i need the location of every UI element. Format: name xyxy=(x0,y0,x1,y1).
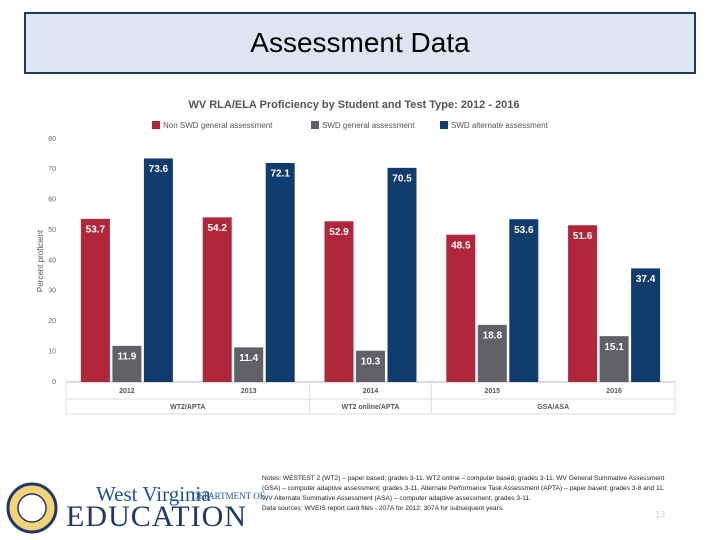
legend-label: SWD general assessment xyxy=(322,121,415,130)
bar xyxy=(80,218,110,382)
legend-swatch xyxy=(152,121,160,129)
bar xyxy=(599,336,629,382)
note-line: Notes: WESTEST 2 (WT2) – paper based; gr… xyxy=(262,475,665,502)
bar xyxy=(324,221,354,382)
y-tick-label: 80 xyxy=(48,136,56,143)
bar xyxy=(356,350,385,382)
y-tick-label: 60 xyxy=(48,197,56,204)
data-label: 54.2 xyxy=(207,223,227,234)
bar xyxy=(568,225,598,382)
y-tick-label: 30 xyxy=(48,288,56,295)
legend-label: SWD alternate assessment xyxy=(451,121,549,130)
y-tick-label: 0 xyxy=(52,379,56,386)
data-label: 11.9 xyxy=(117,351,136,362)
data-label: 72.1 xyxy=(270,169,290,180)
bar xyxy=(202,217,232,382)
y-tick-label: 70 xyxy=(48,166,56,173)
bar xyxy=(112,345,142,382)
bar xyxy=(509,219,539,382)
y-tick-label: 20 xyxy=(48,318,56,325)
data-label: 52.9 xyxy=(329,227,349,238)
y-tick-label: 10 xyxy=(48,348,56,355)
y-axis-label: Percent proficient xyxy=(36,229,45,292)
legend-swatch xyxy=(311,121,319,129)
data-label: 73.6 xyxy=(149,164,169,175)
logo-education: EDUCATION xyxy=(66,500,246,533)
data-label: 11.4 xyxy=(239,353,258,364)
x-tick-label: 2012 xyxy=(119,388,135,395)
x-tick-label: 2016 xyxy=(606,388,622,395)
legend-swatch xyxy=(440,121,448,129)
y-tick-label: 50 xyxy=(48,227,56,234)
data-label: 51.6 xyxy=(573,231,593,242)
data-label: 18.8 xyxy=(483,331,503,342)
data-label: 53.6 xyxy=(514,225,534,236)
bar xyxy=(265,162,295,382)
bar xyxy=(446,234,476,382)
data-label: 48.5 xyxy=(451,240,471,251)
bar xyxy=(387,167,417,382)
x-tick-label: 2013 xyxy=(241,388,257,395)
legend-label: Non SWD general assessment xyxy=(163,121,273,130)
chart-title: WV RLA/ELA Proficiency by Student and Te… xyxy=(188,99,519,111)
y-tick-label: 40 xyxy=(48,257,56,264)
note-line: Data sources: WVEIS report card files - … xyxy=(262,505,504,512)
group-label: GSA/ASA xyxy=(537,404,569,411)
x-tick-label: 2015 xyxy=(485,388,501,395)
data-label: 37.4 xyxy=(636,274,656,285)
data-label: 53.7 xyxy=(86,225,106,236)
data-label: 10.3 xyxy=(361,356,381,367)
notes: Notes: WESTEST 2 (WT2) – paper based; gr… xyxy=(262,474,674,514)
logo-state: West Virginia xyxy=(96,482,211,506)
bar xyxy=(477,324,507,382)
bar xyxy=(143,158,173,382)
slide-number: 13 xyxy=(655,509,665,519)
seal-inner xyxy=(17,493,47,523)
data-label: 15.1 xyxy=(604,342,624,353)
logo-dept: DEPARTMENT OF xyxy=(192,491,265,501)
data-label: 70.5 xyxy=(392,173,412,184)
x-tick-label: 2014 xyxy=(363,388,379,395)
slide-title: Assessment Data xyxy=(24,12,696,74)
group-label: WT2 online/APTA xyxy=(342,404,400,411)
bar xyxy=(234,347,264,382)
group-label: WT2/APTA xyxy=(170,404,205,411)
bar xyxy=(631,268,661,382)
